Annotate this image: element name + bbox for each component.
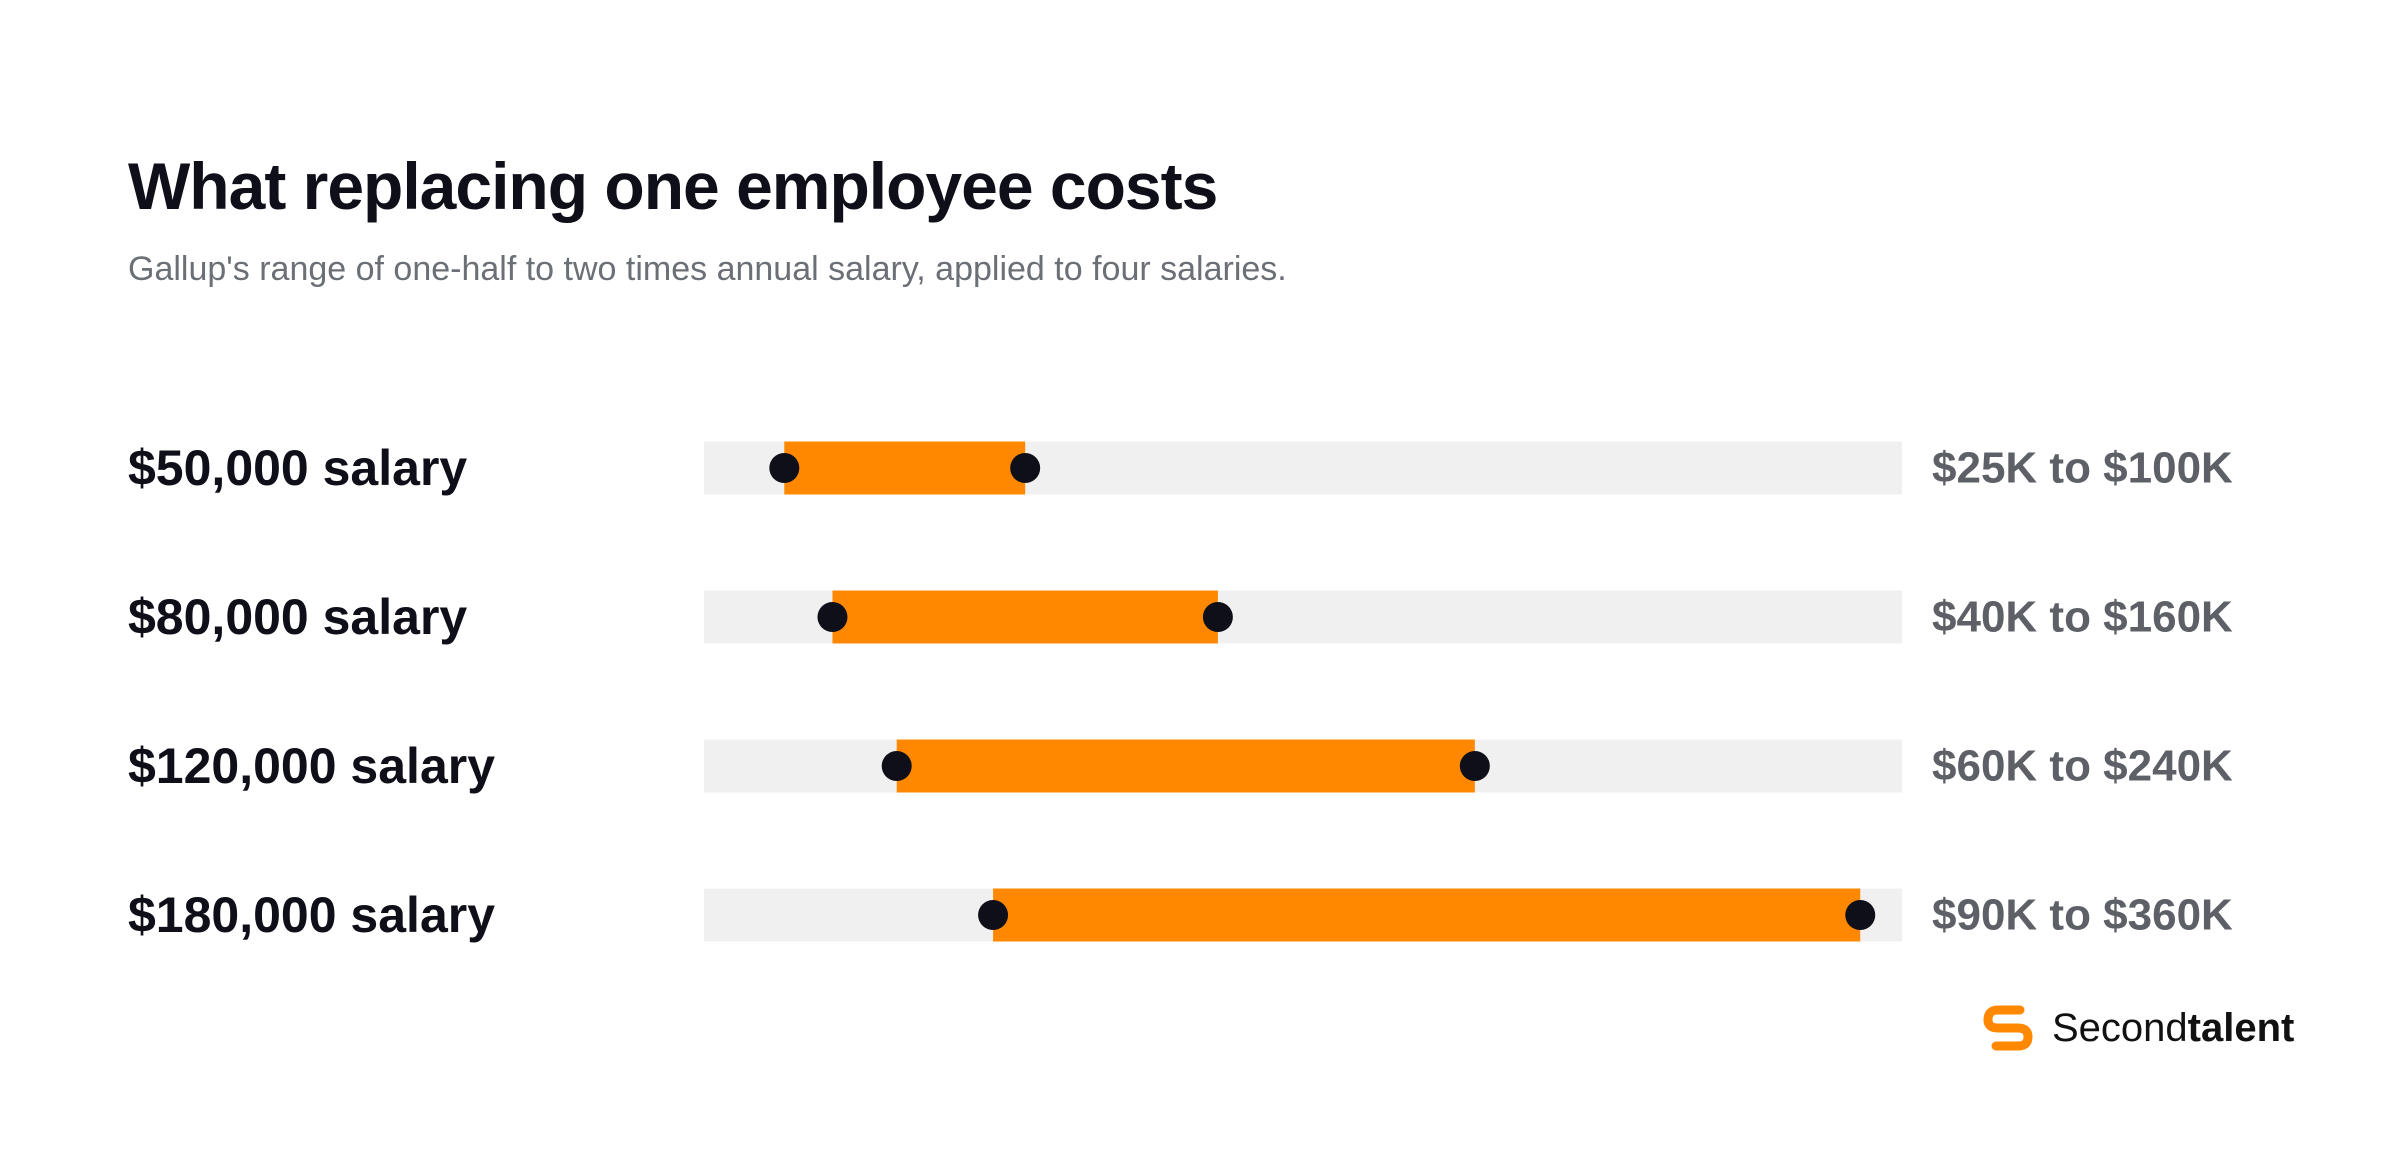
range-high-dot [1202,602,1233,632]
range-high-dot [1845,900,1876,930]
range-value-label: $25K to $100K [1932,444,2233,493]
range-bar [832,590,1218,644]
range-value-label: $40K to $160K [1932,593,2233,642]
range-low-dot [978,900,1009,930]
range-low-dot [881,751,912,781]
range-value-label: $90K to $360K [1932,891,2233,940]
range-value-label: $60K to $240K [1932,742,2233,791]
range-high-dot [1459,751,1490,781]
range-low-dot [769,453,800,483]
row-label: $180,000 salary [128,887,495,943]
range-bar [993,888,1861,942]
range-low-dot [817,602,848,632]
range-bar [784,441,1026,495]
brand-name-light: Second [2052,1005,2188,1050]
chart-title: What replacing one employee costs [128,149,1218,223]
chart-subtitle: Gallup's range of one-half to two times … [128,250,1287,288]
secondtalent-s-logo-icon [1983,1005,2033,1051]
range-bar [896,739,1475,793]
row-label: $80,000 salary [128,589,467,645]
brand-name: Secondtalent [2052,1006,2294,1051]
range-high-dot [1010,453,1041,483]
row-label: $50,000 salary [128,440,467,496]
brand-name-bold: talent [2187,1005,2295,1050]
brand-logo: Secondtalent [1980,998,2294,1058]
row-label: $120,000 salary [128,738,495,794]
